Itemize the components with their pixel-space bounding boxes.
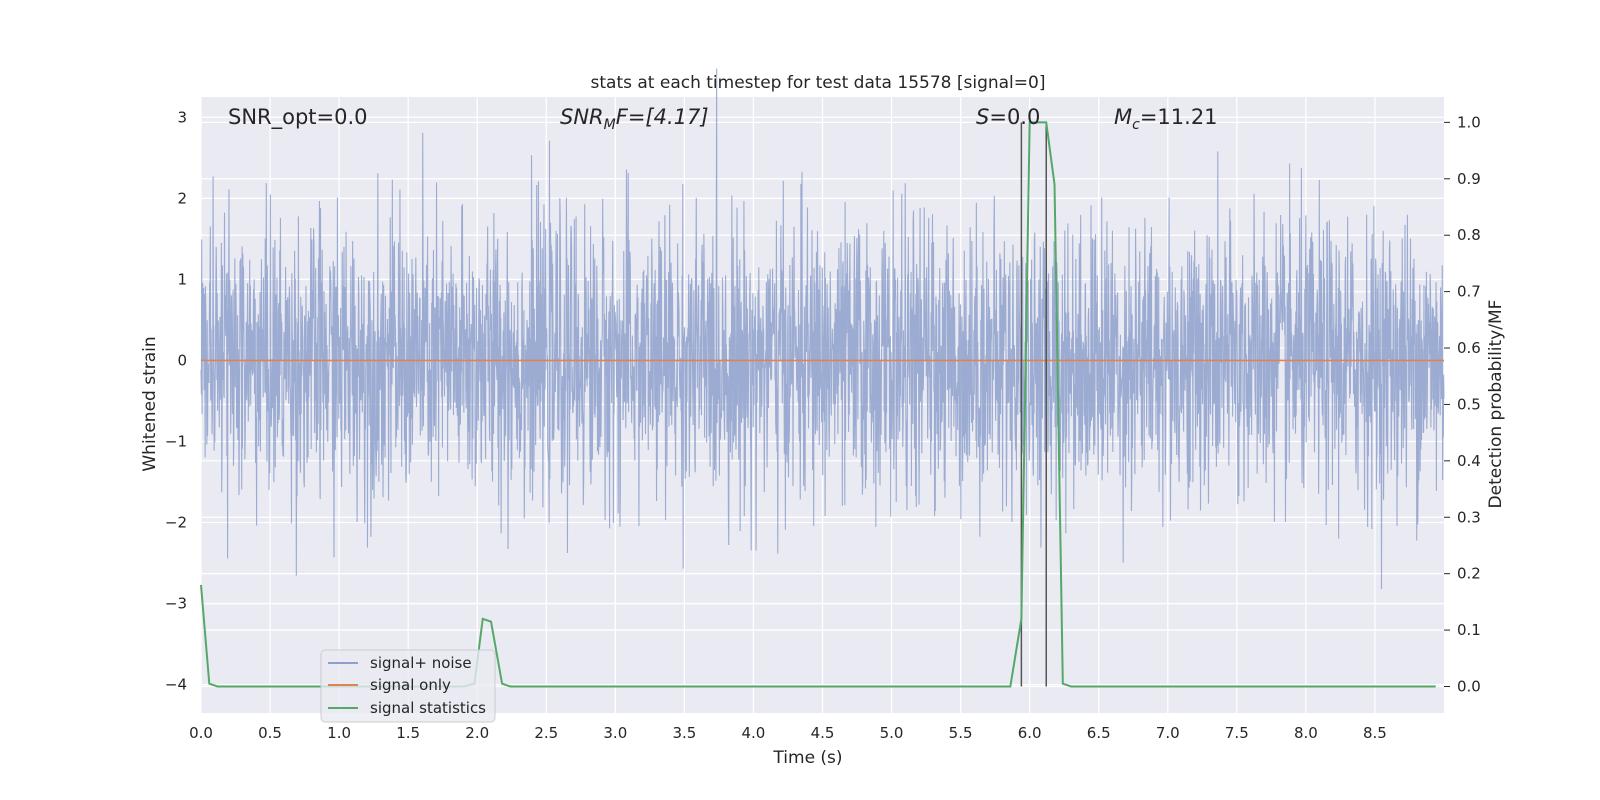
y-axis-label: Whitened strain <box>140 336 160 471</box>
y2-tick-label: 0.6 <box>1457 339 1481 357</box>
signal-noise-series-line <box>200 68 1445 590</box>
y2-tick-label: 0.0 <box>1457 677 1481 695</box>
annotation-mc-sub: c <box>1132 117 1140 133</box>
x-axis-label: Time (s) <box>772 748 842 768</box>
x-tick-label: 7.5 <box>1225 724 1249 742</box>
x-tick-label: 4.5 <box>811 724 835 742</box>
y-tick-label: −4 <box>165 676 187 694</box>
x-tick-label: 1.0 <box>327 724 351 742</box>
annotation-mc-main: M <box>1114 105 1132 129</box>
y-tick-label: −1 <box>165 432 187 450</box>
y-tick-label: 1 <box>177 270 187 288</box>
chart-title: stats at each timestep for test data 155… <box>591 73 1046 93</box>
annotation-mc: Mc=11.21 <box>1114 105 1218 133</box>
x-tick-label: 1.5 <box>396 724 420 742</box>
x-tick-label: 3.0 <box>603 724 627 742</box>
x-tick-label: 0.5 <box>258 724 282 742</box>
y2-tick-label: 0.3 <box>1457 508 1481 526</box>
annotation-mc-rest: =11.21 <box>1140 105 1218 129</box>
x-tick-label: 5.5 <box>949 724 973 742</box>
x-tick-label: 7.0 <box>1156 724 1180 742</box>
x-tick-label: 2.0 <box>465 724 489 742</box>
y2-tick-label: 0.2 <box>1457 565 1481 583</box>
y-tick-label: −3 <box>165 595 187 613</box>
legend: signal+ noise signal only signal statist… <box>320 649 496 723</box>
y2-tick-label: 1.0 <box>1457 113 1481 131</box>
y2-tick-label: 0.1 <box>1457 621 1481 639</box>
x-axis-ticks: 0.0 0.5 1.0 1.5 2.0 2.5 3.0 3.5 4.0 4.5 5.0 5.5 6.0 6… <box>189 724 1387 742</box>
x-tick-label: 0.0 <box>189 724 213 742</box>
y2-tick-label: 0.4 <box>1457 452 1481 470</box>
legend-box <box>320 649 496 723</box>
y-tick-label: 2 <box>177 189 187 207</box>
x-tick-label: 3.5 <box>672 724 696 742</box>
y2-tick-label: 0.7 <box>1457 283 1481 301</box>
y-tick-label: −2 <box>165 514 187 532</box>
annotation-s: S=0.0 <box>976 105 1040 129</box>
y2-tick-label: 0.9 <box>1457 170 1481 188</box>
y-tick-label: 0 <box>177 351 187 369</box>
y-axis-ticks: 3 2 1 0 −1 −2 −3 −4 <box>165 108 187 693</box>
annotation-snr-opt: SNR_opt=0.0 <box>228 105 368 130</box>
x-tick-label: 6.5 <box>1087 724 1111 742</box>
annotation-s-rest: =0.0 <box>989 105 1040 129</box>
y2-tick-label: 0.8 <box>1457 226 1481 244</box>
annotation-snr-mf: SNRMF=[4.17] <box>560 105 709 133</box>
plot-series <box>200 68 1445 688</box>
y2-tick-label: 0.5 <box>1457 395 1481 413</box>
x-tick-label: 4.0 <box>742 724 766 742</box>
x-tick-label: 8.5 <box>1363 724 1387 742</box>
x-tick-label: 5.0 <box>880 724 904 742</box>
legend-label-signal-statistics: signal statistics <box>370 699 486 717</box>
legend-label-signal-only: signal only <box>370 676 451 694</box>
y2-axis-label: Detection probability/MF <box>1486 300 1506 509</box>
annotation-s-main: S <box>976 105 989 129</box>
annotation-snr-mf-rest: F=[4.17] <box>616 105 709 129</box>
annotation-snr-mf-main: SNR <box>560 105 604 129</box>
x-tick-label: 8.0 <box>1294 724 1318 742</box>
legend-label-signal-noise: signal+ noise <box>370 654 472 672</box>
x-tick-label: 2.5 <box>534 724 558 742</box>
x-tick-label: 6.0 <box>1018 724 1042 742</box>
annotation-snr-mf-sub: M <box>604 117 616 133</box>
y2-axis-ticks: 1.0 0.9 0.8 0.7 0.6 0.5 0.4 0.3 0.2 0.1 0.0 <box>1444 113 1481 695</box>
y-tick-label: 3 <box>177 108 187 126</box>
